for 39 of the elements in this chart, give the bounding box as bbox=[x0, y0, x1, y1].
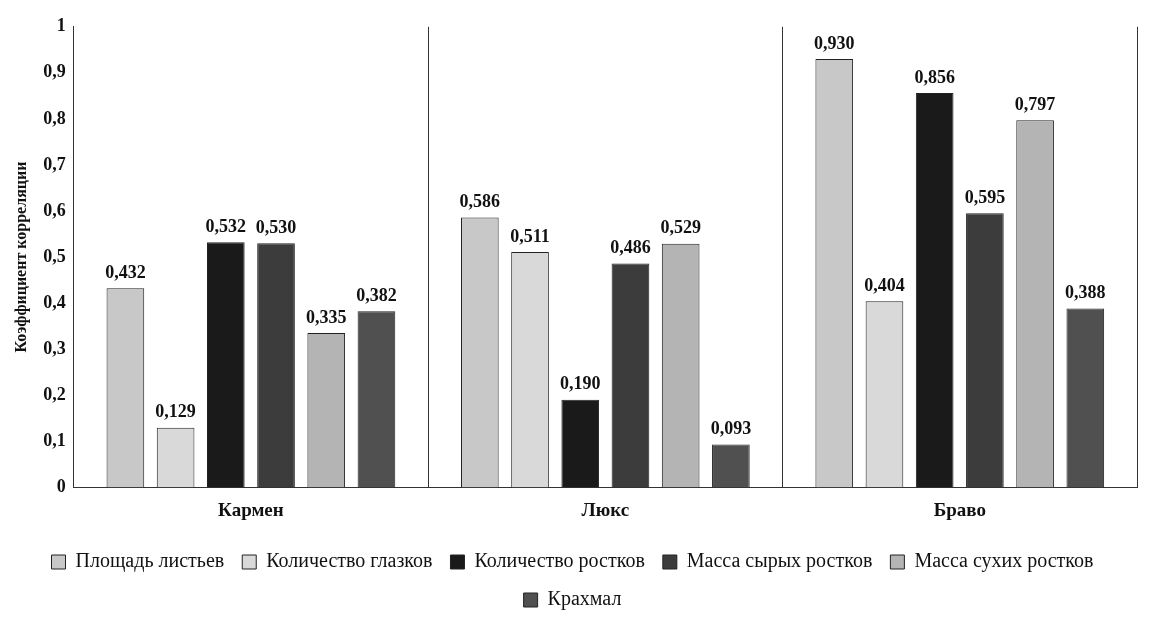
x-tick-label: Кармен bbox=[218, 498, 284, 520]
data-label: 0,432 bbox=[105, 261, 146, 282]
data-label: 0,335 bbox=[305, 306, 347, 327]
data-label: 0,529 bbox=[660, 217, 701, 238]
data-label: 0,511 bbox=[510, 225, 550, 246]
y-axis-title: Коэффициент корреляции bbox=[11, 161, 30, 353]
data-label: 0,404 bbox=[864, 274, 905, 295]
data-label: 0,530 bbox=[255, 216, 297, 237]
data-label: 0,595 bbox=[964, 186, 1006, 207]
data-label: 0,382 bbox=[356, 284, 397, 305]
y-tick-label: 0,6 bbox=[43, 199, 66, 220]
y-tick-label: 0,4 bbox=[43, 291, 66, 312]
legend-label: Количество глазков bbox=[266, 549, 433, 572]
data-label: 0,388 bbox=[1065, 282, 1106, 303]
y-tick-label: 0,3 bbox=[43, 337, 66, 358]
y-tick-label: 0,1 bbox=[43, 429, 66, 450]
data-label: 0,190 bbox=[559, 373, 601, 394]
legend-label: Масса сухих ростков bbox=[914, 549, 1094, 573]
legend-label: Крахмал bbox=[547, 587, 622, 611]
y-tick-label: 0 bbox=[56, 475, 66, 496]
y-tick-label: 0,7 bbox=[43, 153, 66, 174]
data-label: 0,486 bbox=[610, 237, 651, 258]
x-tick-label: Браво bbox=[933, 498, 986, 520]
legend-label: Площадь листьев bbox=[75, 549, 225, 573]
data-label: 0,532 bbox=[205, 215, 247, 236]
y-tick-label: 0,9 bbox=[43, 61, 66, 82]
data-label: 0,586 bbox=[459, 191, 501, 212]
x-tick-label: Люкс bbox=[581, 498, 630, 520]
y-tick-label: 0,5 bbox=[43, 245, 66, 266]
legend-label: Масса сырых ростков bbox=[686, 549, 873, 573]
data-label: 0,797 bbox=[1014, 93, 1056, 114]
data-label: 0,930 bbox=[814, 32, 855, 53]
data-label: 0,129 bbox=[155, 401, 196, 422]
y-tick-label: 0,2 bbox=[43, 383, 66, 404]
legend-label: Количество ростков bbox=[474, 549, 645, 573]
y-tick-label: 0,8 bbox=[43, 107, 66, 128]
y-tick-label: 1 bbox=[56, 15, 66, 36]
data-label: 0,856 bbox=[914, 66, 955, 87]
data-label: 0,093 bbox=[710, 418, 752, 439]
